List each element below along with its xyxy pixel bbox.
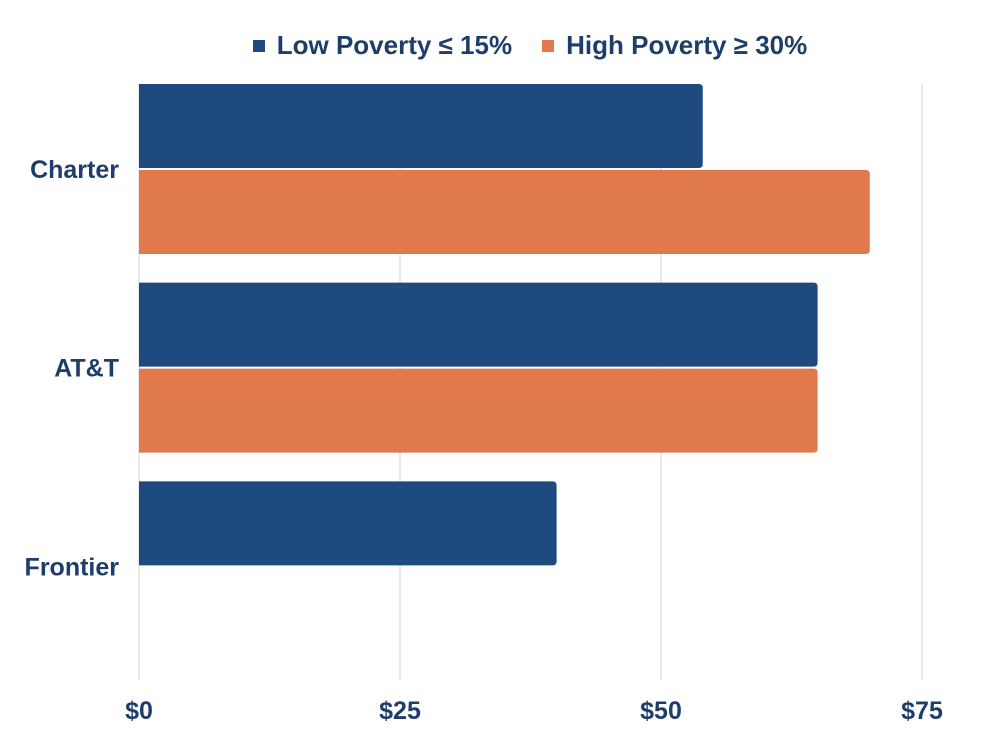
bar-frontier-series-0 [139,481,557,566]
x-tick-label-2: $50 [640,697,682,725]
category-label-1: AT&T [54,355,119,383]
bar-at-t-series-1 [139,368,818,453]
x-tick-label-1: $25 [379,697,421,725]
legend-item-high-poverty: High Poverty ≥ 30% [542,30,807,61]
legend-swatch-low-poverty [252,39,265,52]
category-label-0: Charter [30,156,119,184]
legend-swatch-high-poverty [542,39,555,52]
category-label-2: Frontier [25,553,120,581]
bar-at-t-series-0 [139,282,818,367]
legend-item-low-poverty: Low Poverty ≤ 15% [252,30,513,61]
bar-charter-series-0 [139,84,703,168]
bar-charter-series-1 [139,170,870,254]
legend-label-low-poverty: Low Poverty ≤ 15% [276,30,513,60]
legend-label-high-poverty: High Poverty ≥ 30% [566,30,808,60]
legend: Low Poverty ≤ 15% High Poverty ≥ 30% [30,30,1000,61]
x-tick-label-3: $75 [901,697,943,725]
x-tick-label-0: $0 [125,697,153,725]
